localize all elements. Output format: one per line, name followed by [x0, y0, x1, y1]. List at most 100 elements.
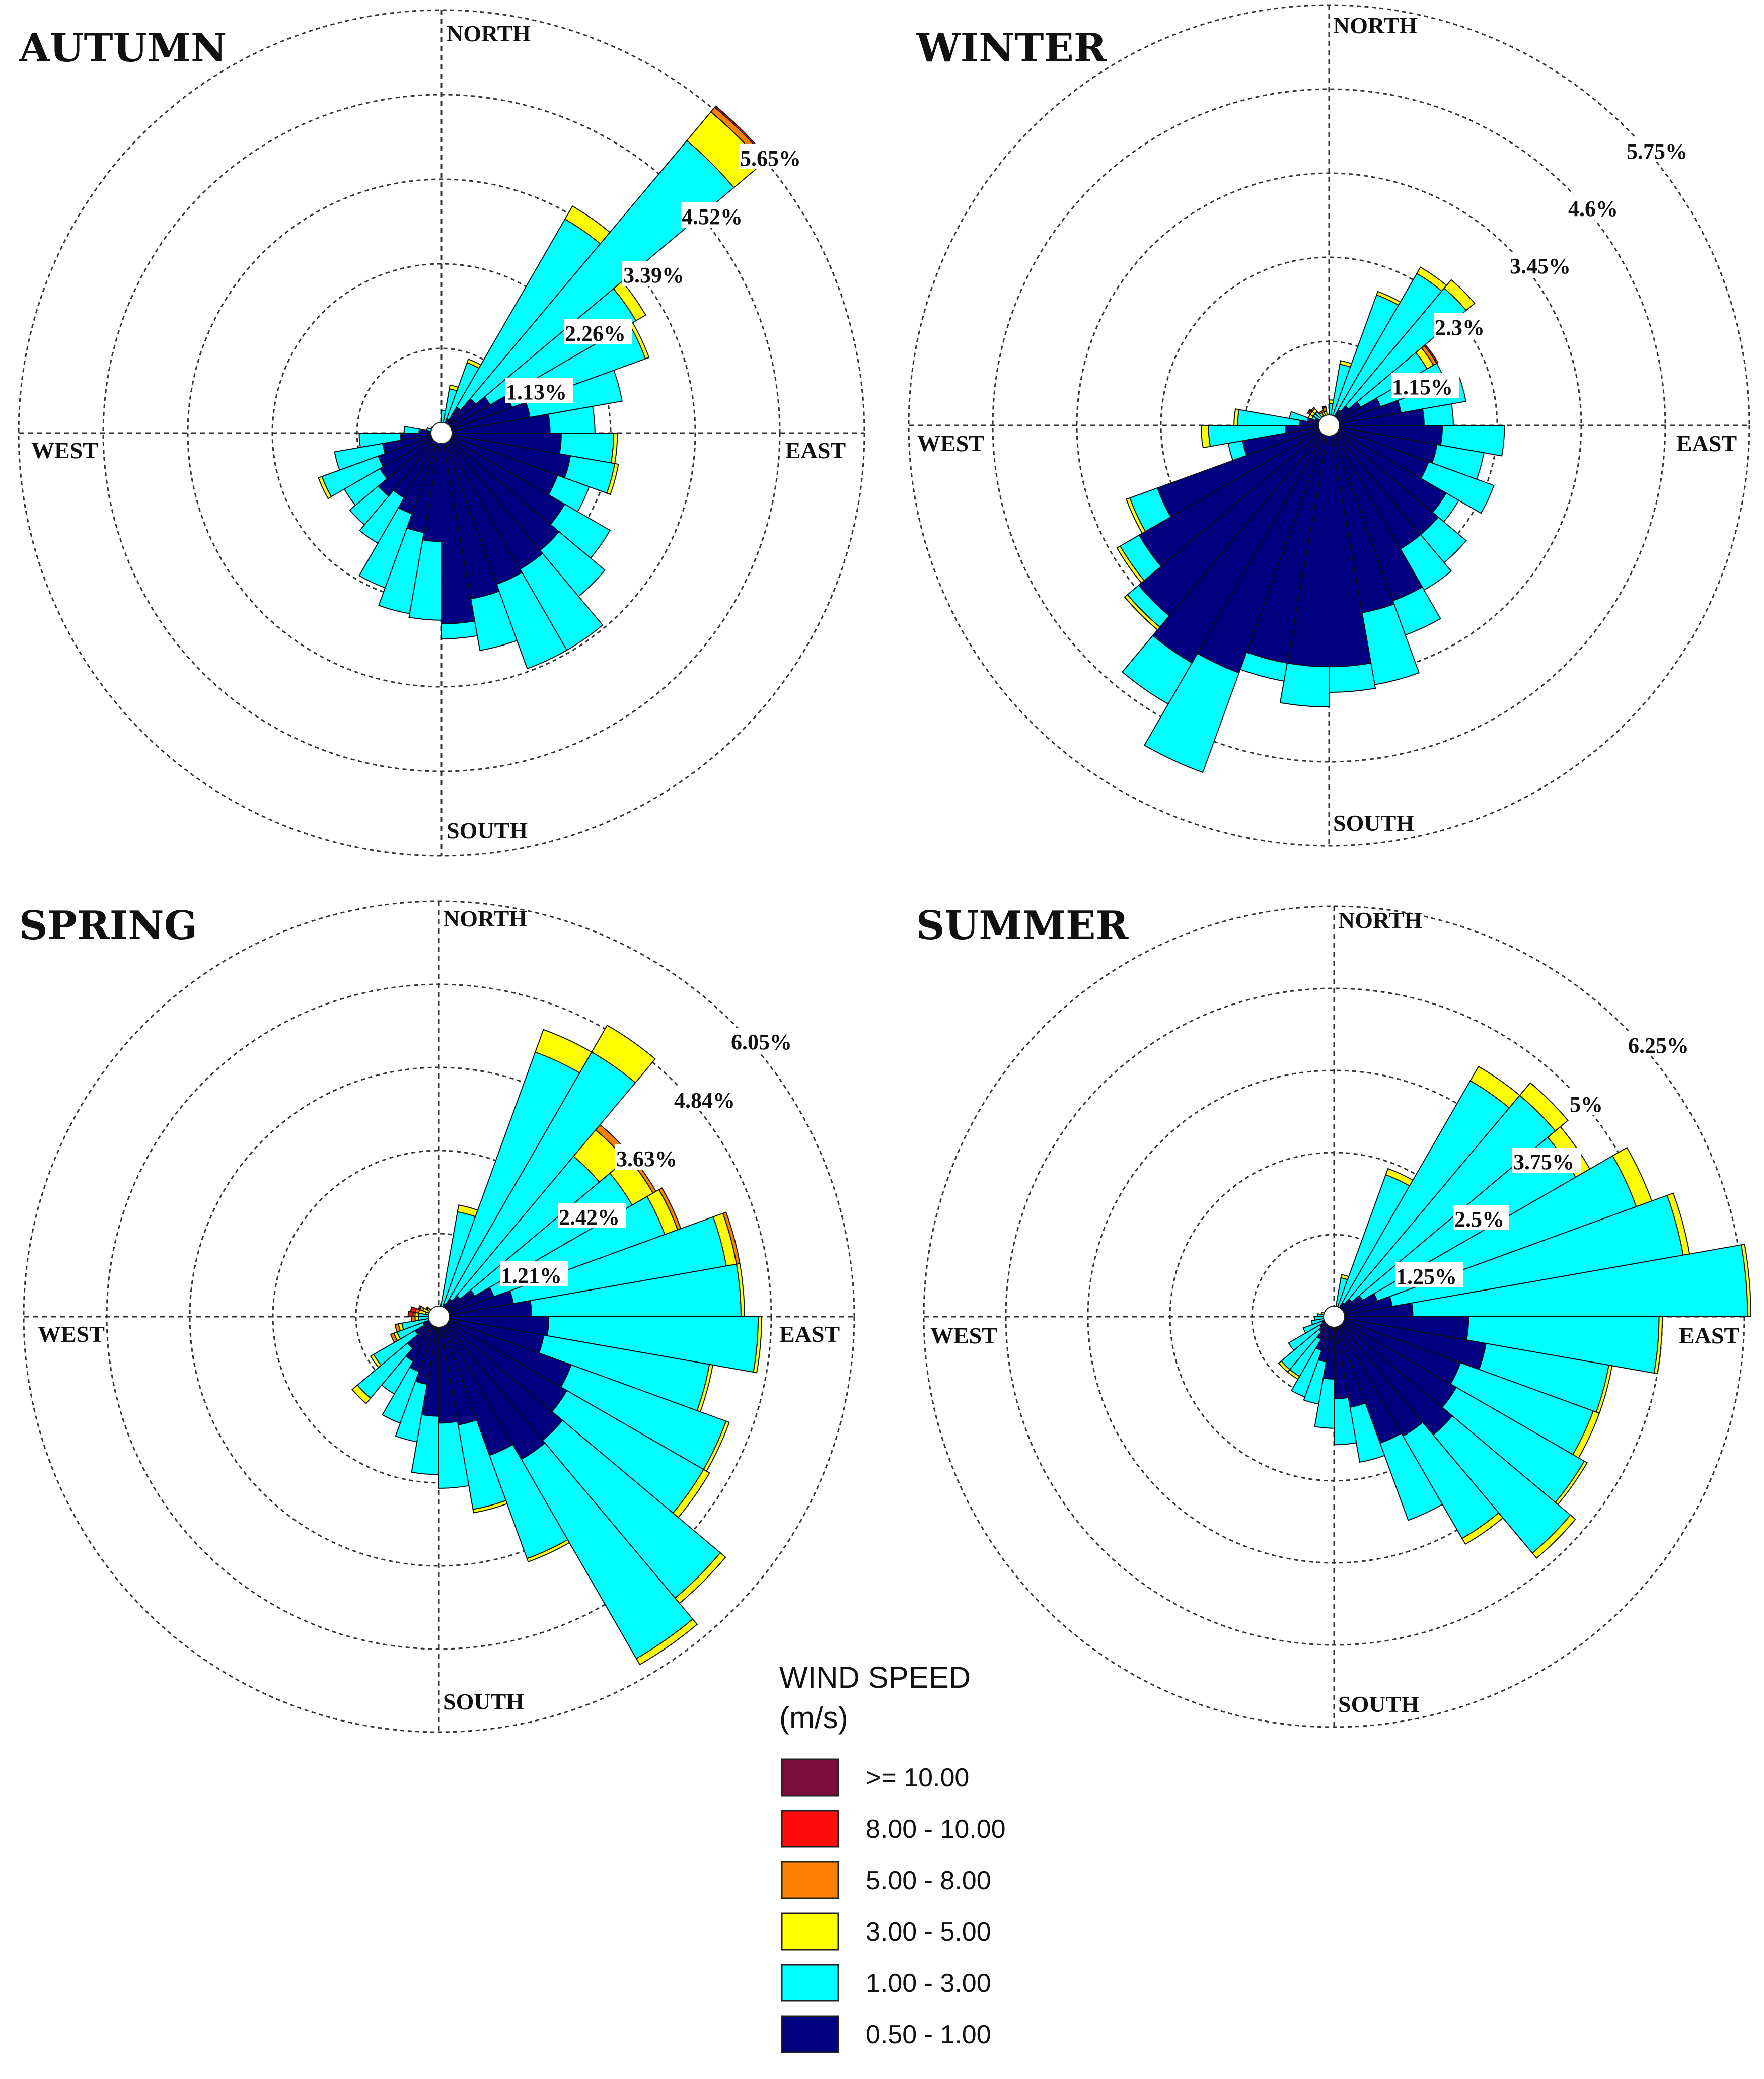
autumn-bar-sector-27-speed-1-3	[403, 425, 420, 434]
winter-east-label: EAST	[1676, 431, 1737, 456]
spring-south-label: SOUTH	[443, 1689, 524, 1714]
summer-center-hub	[1323, 1306, 1345, 1328]
autumn-bar-sector-10-speed-3-5	[606, 463, 619, 495]
winter-bar-sector-31-speed-5-8	[1310, 406, 1316, 412]
autumn-south-label: SOUTH	[447, 818, 528, 843]
winter-bar-sector-17-speed-1-3	[1329, 662, 1376, 693]
winter-ring-label: 5.75%	[1627, 139, 1687, 164]
winter-bar-sector-27-speed-3-5	[1233, 408, 1240, 426]
spring-bar-sector-9-speed-3-5	[753, 1316, 762, 1374]
spring-title: SPRING	[19, 903, 197, 949]
winter-bar-sector-24-speed-3-5	[1126, 497, 1146, 534]
winter-bar-sector-23-speed-3-5	[1116, 545, 1145, 584]
summer-bar-sector-15-speed-1-3	[1379, 1432, 1443, 1521]
spring-east-label: EAST	[779, 1321, 840, 1347]
legend-label: 1.00 - 3.00	[866, 1969, 991, 1998]
summer-south-label: SOUTH	[1338, 1691, 1419, 1717]
summer-bar-sector-13-speed-3-5	[1531, 1514, 1576, 1559]
spring-bar-sector-29-speed-8-10	[417, 1305, 422, 1311]
autumn-ring-label: 3.39%	[623, 263, 684, 288]
winter-bar-sector-18-speed-1-3	[1279, 662, 1330, 708]
autumn-east-label: EAST	[785, 438, 846, 463]
spring-ring-labels: 1.21% 2.42% 3.63% 4.84% 6.05%	[500, 1028, 798, 1288]
autumn-north-label: NORTH	[447, 21, 531, 46]
legend-label: 5.00 - 8.00	[866, 1866, 991, 1895]
legend-swatch	[781, 1810, 839, 1848]
legend-label: 0.50 - 1.00	[866, 2020, 991, 2049]
winter-center-hub	[1318, 414, 1340, 437]
autumn-ring-labels: 1.13% 2.26% 3.39% 4.52% 5.65%	[505, 144, 807, 404]
autumn-center-hub	[430, 422, 453, 444]
spring-bars	[351, 1024, 762, 1666]
autumn-bar-sector-26-speed-1-3	[358, 433, 402, 448]
autumn-bar-sector-24-speed-3-5	[318, 476, 332, 499]
spring-ring-label: 2.42%	[559, 1205, 620, 1230]
legend-item: >= 10.00	[781, 1758, 969, 1797]
spring-bar-sector-26-speed-5-8	[411, 1316, 416, 1322]
spring-bar-sector-22-speed-3-5	[351, 1384, 372, 1404]
summer-title: SUMMER	[916, 903, 1129, 949]
summer-rose: SUMMER NORTH SOUTH EAST WEST 1.25% 2.5% …	[916, 903, 1752, 1728]
legend-swatch	[781, 1758, 839, 1797]
legend-title: WIND SPEED	[779, 1661, 971, 1694]
autumn-bars	[318, 105, 769, 670]
spring-bar-sector-25-speed-5-8	[394, 1323, 401, 1333]
autumn-rose: AUTUMN NORTH SOUTH EAST WEST 1.13% 2.26%…	[18, 9, 865, 857]
spring-bar-sector-14-speed-3-5	[635, 1618, 698, 1666]
winter-rose: WINTER NORTH SOUTH EAST WEST 1.15% 2.3% …	[908, 4, 1750, 847]
legend-item: 8.00 - 10.00	[781, 1810, 1006, 1848]
winter-ring-label: 2.3%	[1435, 315, 1485, 340]
legend-item: 3.00 - 5.00	[781, 1912, 991, 1951]
autumn-west-label: WEST	[31, 438, 98, 463]
autumn-bar-sector-5-speed-3-5	[613, 280, 646, 322]
winter-ring-label: 3.45%	[1510, 254, 1571, 278]
spring-bar-sector-3-speed-3-5	[591, 1024, 656, 1084]
legend-swatch	[781, 1912, 839, 1951]
winter-bar-sector-22-speed-3-5	[1124, 594, 1161, 631]
legend-item: 5.00 - 8.00	[781, 1861, 991, 1899]
summer-ring-label: 6.25%	[1628, 1033, 1689, 1058]
summer-east-label: EAST	[1679, 1323, 1739, 1348]
legend-swatch	[781, 2015, 839, 2053]
summer-ring-label: 5%	[1570, 1092, 1603, 1117]
spring-bar-sector-28-speed-8-10	[410, 1306, 417, 1313]
autumn-bar-sector-17-speed-1-3	[441, 620, 478, 639]
legend-label: >= 10.00	[866, 1763, 969, 1793]
spring-bar-sector-24-speed-5-8	[390, 1332, 398, 1343]
spring-ring-label: 6.05%	[731, 1030, 792, 1054]
summer-bar-sector-8-speed-3-5	[1740, 1244, 1752, 1317]
autumn-ring-label: 1.13%	[506, 380, 567, 404]
spring-north-label: NORTH	[443, 906, 527, 931]
summer-bar-sector-14-speed-3-5	[1461, 1512, 1504, 1545]
summer-ring-label: 3.75%	[1513, 1150, 1574, 1174]
spring-bar-sector-15-speed-3-5	[526, 1539, 570, 1563]
legend-swatch	[781, 1861, 839, 1899]
winter-bar-sector-4-speed-3-5	[1443, 279, 1476, 311]
summer-ring-labels: 1.25% 2.5% 3.75% 5% 6.25%	[1395, 1031, 1696, 1289]
winter-title: WINTER	[916, 25, 1107, 71]
winter-bar-sector-26-speed-3-5	[1200, 425, 1211, 449]
legend-label: 3.00 - 5.00	[866, 1917, 991, 1947]
legend: WIND SPEED (m/s) >= 10.00 8.00 - 10.00 5…	[779, 1661, 1006, 2053]
spring-rose: SPRING NORTH SOUTH EAST WEST 1.21% 2.42%…	[19, 900, 855, 1733]
summer-north-label: NORTH	[1338, 907, 1422, 933]
autumn-title: AUTUMN	[19, 25, 227, 71]
summer-bars	[1278, 1065, 1752, 1559]
spring-ring-label: 1.21%	[501, 1263, 562, 1288]
winter-south-label: SOUTH	[1333, 810, 1414, 836]
legend-item: 0.50 - 1.00	[781, 2015, 991, 2053]
legend-swatch	[781, 1964, 839, 2002]
winter-west-label: WEST	[917, 431, 984, 456]
spring-bar-sector-30-speed-5-8	[425, 1306, 429, 1311]
spring-ring-label: 4.84%	[674, 1088, 735, 1113]
autumn-ring-label: 2.26%	[565, 321, 626, 346]
legend-units: (m/s)	[779, 1701, 848, 1735]
legend-label: 8.00 - 10.00	[866, 1815, 1006, 1844]
legend-item: 1.00 - 3.00	[781, 1964, 991, 2002]
summer-ring-label: 1.25%	[1396, 1264, 1457, 1289]
winter-bar-sector-21-speed-1-3	[1121, 634, 1193, 705]
winter-north-label: NORTH	[1333, 13, 1417, 38]
summer-ring-label: 2.5%	[1454, 1207, 1504, 1232]
winter-bar-sector-34-speed-8-10	[1321, 405, 1327, 409]
